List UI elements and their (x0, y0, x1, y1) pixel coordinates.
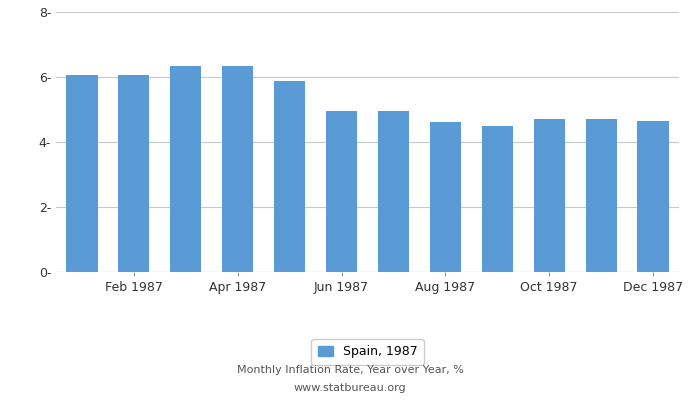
Bar (326, 111, 357, 272)
Bar (533, 118, 565, 272)
Bar (638, 120, 668, 272)
Bar (222, 66, 253, 272)
Text: www.statbureau.org: www.statbureau.org (294, 383, 406, 393)
Bar (118, 75, 150, 272)
Bar (66, 75, 97, 272)
Bar (170, 66, 202, 272)
Text: Monthly Inflation Rate, Year over Year, %: Monthly Inflation Rate, Year over Year, … (237, 365, 463, 375)
Bar (274, 80, 305, 272)
Bar (585, 118, 617, 272)
Legend: Spain, 1987: Spain, 1987 (312, 339, 424, 364)
Bar (378, 111, 409, 272)
Bar (430, 122, 461, 272)
Bar (482, 126, 513, 272)
